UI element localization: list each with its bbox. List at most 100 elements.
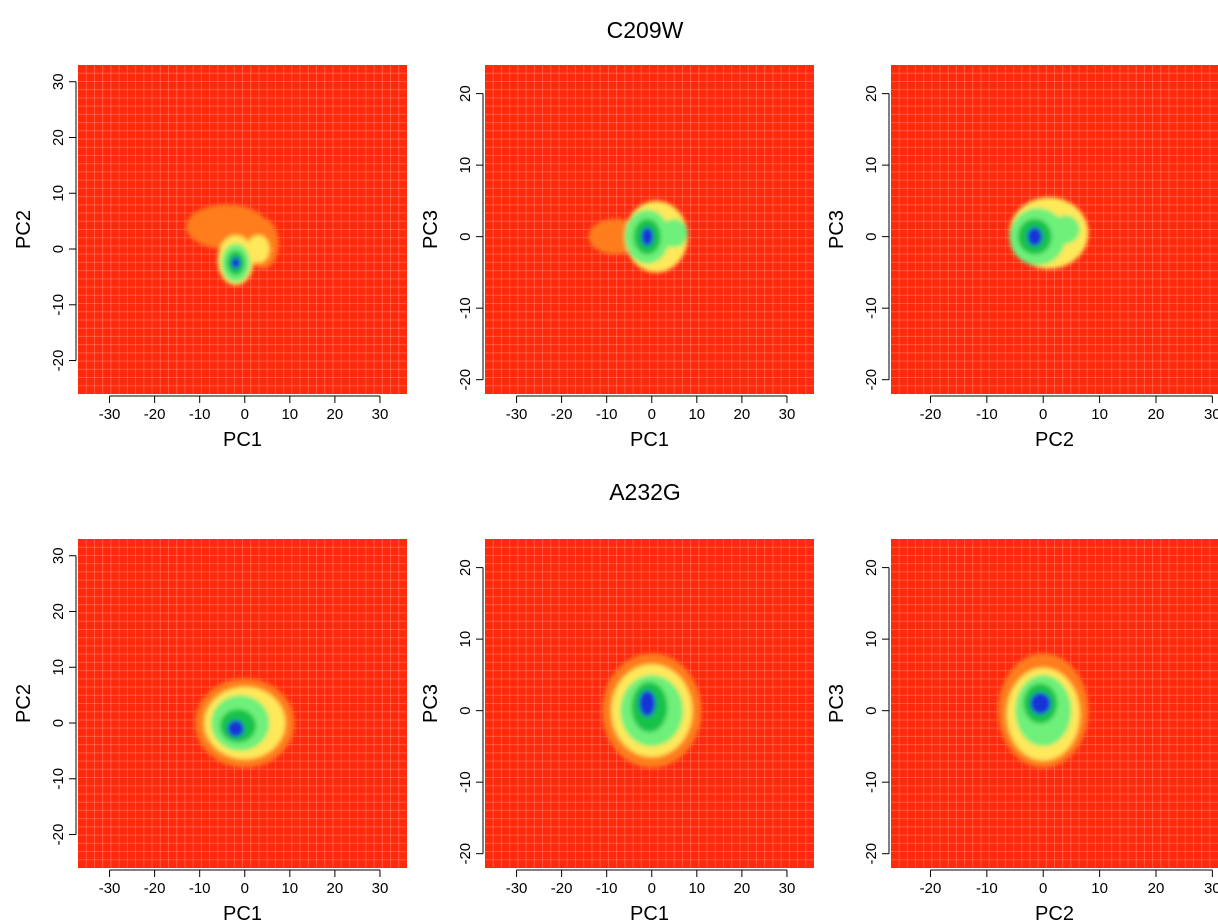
x-tick-label: -10 bbox=[596, 880, 618, 897]
panel-1: -30 -20 -10 0 10 20 30 PC1 -20 -10 0 10 20 30 PC2 bbox=[13, 65, 407, 451]
x-tick-label: 20 bbox=[734, 880, 751, 897]
y-tick-label: -20 bbox=[50, 350, 67, 372]
panel-3: -20 -10 0 10 20 30 PC2 -20 -10 0 10 20 PC3 bbox=[826, 65, 1218, 451]
x-tick-label: 30 bbox=[779, 406, 796, 423]
y-tick-label: -20 bbox=[50, 824, 67, 846]
y-tick-label: 20 bbox=[50, 603, 67, 620]
y-tick-label: 10 bbox=[863, 157, 880, 174]
x-tick-label: 30 bbox=[779, 880, 796, 897]
y-tick-label: -10 bbox=[50, 294, 67, 316]
y-tick-label: 20 bbox=[457, 559, 474, 576]
x-tick-label: 20 bbox=[327, 406, 344, 423]
x-tick-label: -20 bbox=[144, 406, 166, 423]
y-tick-label: 10 bbox=[457, 631, 474, 648]
x-tick-label: -30 bbox=[99, 406, 121, 423]
x-axis-label: PC1 bbox=[223, 903, 262, 923]
x-tick-label: 10 bbox=[688, 880, 705, 897]
x-axis-label: PC1 bbox=[630, 903, 669, 923]
density-level-3 bbox=[1051, 215, 1080, 244]
x-tick-label: -20 bbox=[920, 880, 942, 897]
density-level-5 bbox=[1027, 227, 1043, 246]
y-tick-label: 30 bbox=[50, 547, 67, 564]
density-contours bbox=[602, 653, 702, 768]
y-tick-label: 20 bbox=[457, 85, 474, 102]
x-tick-label: 10 bbox=[1091, 406, 1108, 423]
x-tick-label: 0 bbox=[648, 880, 656, 897]
y-tick-label: -10 bbox=[863, 297, 880, 319]
x-tick-label: 10 bbox=[688, 406, 705, 423]
panel-5: -30 -20 -10 0 10 20 30 PC1 -20 -10 0 10 20 PC3 bbox=[420, 539, 814, 923]
density-level-5 bbox=[227, 720, 244, 737]
x-tick-label: 30 bbox=[1204, 406, 1218, 423]
x-tick-label: -10 bbox=[189, 406, 211, 423]
density-level-5 bbox=[231, 257, 241, 269]
y-tick-label: 20 bbox=[863, 559, 880, 576]
density-level-5 bbox=[641, 227, 654, 246]
density-contours bbox=[186, 204, 279, 286]
y-axis-label: PC3 bbox=[826, 684, 848, 723]
x-tick-label: -10 bbox=[189, 880, 211, 897]
y-tick-label: -10 bbox=[50, 768, 67, 790]
y-axis-label: PC3 bbox=[826, 210, 848, 249]
density-contours bbox=[1009, 197, 1089, 269]
y-tick-label: 0 bbox=[863, 232, 880, 240]
density-level-5 bbox=[639, 690, 656, 717]
x-tick-label: 20 bbox=[1148, 880, 1165, 897]
x-tick-label: -30 bbox=[506, 406, 528, 423]
x-tick-label: 0 bbox=[241, 880, 249, 897]
group-title-a232g: A232G bbox=[609, 479, 681, 505]
y-axis-label: PC3 bbox=[420, 684, 442, 723]
x-axis-label: PC2 bbox=[1035, 429, 1074, 451]
grid bbox=[78, 539, 407, 868]
x-tick-label: 30 bbox=[1204, 880, 1218, 897]
x-tick-label: 10 bbox=[281, 880, 298, 897]
x-tick-label: 20 bbox=[1148, 406, 1165, 423]
panel-6: -20 -10 0 10 20 30 PC2 -20 -10 0 10 20 PC3 bbox=[826, 539, 1218, 923]
y-tick-label: 10 bbox=[863, 631, 880, 648]
y-tick-label: -10 bbox=[457, 297, 474, 319]
panel-4: -30 -20 -10 0 10 20 30 PC1 -20 -10 0 10 20 30 PC2 bbox=[13, 539, 407, 923]
y-tick-label: 10 bbox=[50, 659, 67, 676]
x-tick-label: 0 bbox=[1039, 880, 1047, 897]
group-title-c209w: C209W bbox=[607, 17, 684, 43]
x-axis-label: PC1 bbox=[223, 429, 262, 451]
density-level-5 bbox=[1030, 692, 1051, 715]
x-tick-label: 20 bbox=[734, 406, 751, 423]
grid bbox=[485, 65, 814, 394]
y-tick-label: -20 bbox=[863, 369, 880, 391]
density-contours bbox=[195, 678, 295, 768]
x-axis-label: PC1 bbox=[630, 429, 669, 451]
x-tick-label: 0 bbox=[648, 406, 656, 423]
x-tick-label: -10 bbox=[976, 880, 998, 897]
x-tick-label: 20 bbox=[327, 880, 344, 897]
panel-2: -30 -20 -10 0 10 20 30 PC1 -20 -10 0 10 20 PC3 bbox=[420, 65, 814, 451]
x-tick-label: 10 bbox=[281, 406, 298, 423]
y-axis-label: PC2 bbox=[13, 210, 35, 249]
y-tick-label: 10 bbox=[50, 185, 67, 202]
grid bbox=[78, 65, 407, 394]
x-tick-label: 30 bbox=[372, 880, 389, 897]
x-tick-label: 10 bbox=[1091, 880, 1108, 897]
density-level-3 bbox=[660, 218, 688, 248]
grid bbox=[891, 539, 1218, 868]
y-tick-label: -10 bbox=[457, 771, 474, 793]
y-axis-label: PC3 bbox=[420, 210, 442, 249]
x-tick-label: -10 bbox=[976, 406, 998, 423]
density-contours bbox=[588, 200, 688, 273]
y-tick-label: -10 bbox=[863, 771, 880, 793]
y-tick-label: 20 bbox=[863, 85, 880, 102]
y-axis-label: PC2 bbox=[13, 684, 35, 723]
x-tick-label: -20 bbox=[144, 880, 166, 897]
x-tick-label: -20 bbox=[551, 406, 573, 423]
x-tick-label: 30 bbox=[372, 406, 389, 423]
x-tick-label: -20 bbox=[920, 406, 942, 423]
y-tick-label: 10 bbox=[457, 157, 474, 174]
y-tick-label: 20 bbox=[50, 129, 67, 146]
y-tick-label: 30 bbox=[50, 73, 67, 90]
y-tick-label: -20 bbox=[457, 369, 474, 391]
x-tick-label: -30 bbox=[99, 880, 121, 897]
x-axis-label: PC2 bbox=[1035, 903, 1074, 923]
x-tick-label: -30 bbox=[506, 880, 528, 897]
x-tick-label: 0 bbox=[241, 406, 249, 423]
